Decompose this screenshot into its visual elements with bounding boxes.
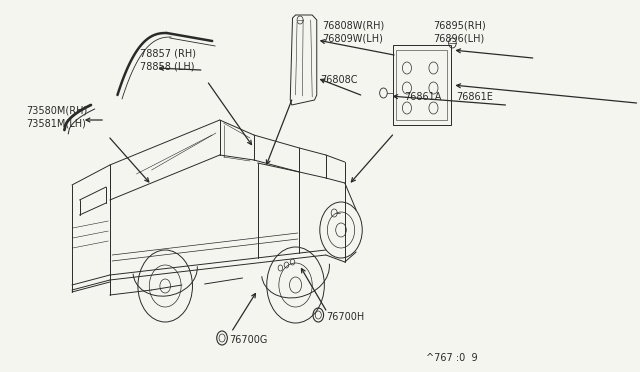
Text: 73581M(LH): 73581M(LH) <box>26 118 86 128</box>
Text: 76700H: 76700H <box>326 312 364 322</box>
Text: ^767 :0  9: ^767 :0 9 <box>426 353 477 363</box>
Text: 76808C: 76808C <box>320 75 357 85</box>
Text: 73580M(RH): 73580M(RH) <box>26 105 88 115</box>
Text: 78857 (RH): 78857 (RH) <box>140 48 196 58</box>
Text: 76809W(LH): 76809W(LH) <box>322 33 383 43</box>
Text: 76808W(RH): 76808W(RH) <box>322 20 385 30</box>
Text: 76861E: 76861E <box>456 92 493 102</box>
Text: 76895(RH): 76895(RH) <box>433 20 486 30</box>
Text: 76861A: 76861A <box>404 92 442 102</box>
Text: 76700G: 76700G <box>229 335 268 345</box>
Text: 78858 (LH): 78858 (LH) <box>140 61 195 71</box>
Text: 76896(LH): 76896(LH) <box>433 33 484 43</box>
